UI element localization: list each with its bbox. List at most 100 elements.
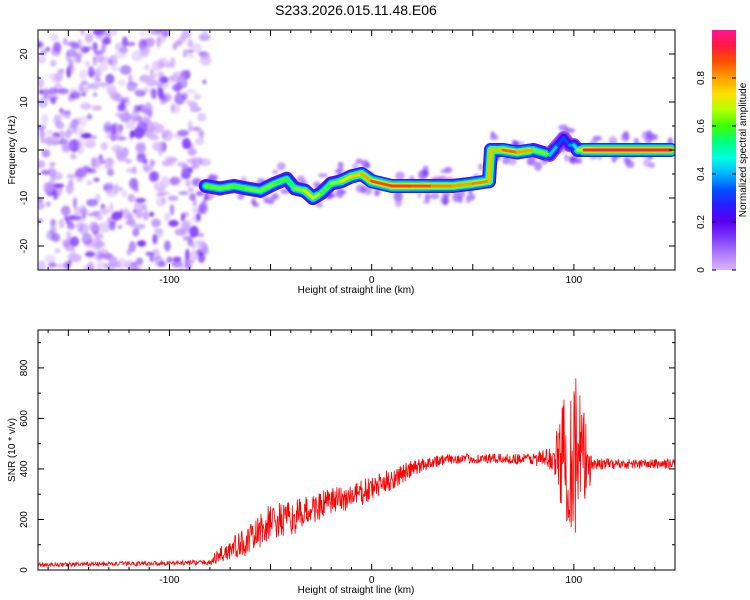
noise-blob [38, 197, 44, 204]
halo-blob [574, 157, 583, 163]
noise-blob [92, 55, 97, 67]
noise-blob [87, 212, 100, 217]
noise-blob [111, 144, 123, 153]
noise-blob [83, 265, 89, 270]
halo-blob [262, 195, 268, 202]
noise-blob [101, 43, 107, 53]
y-tick-label: 10 [19, 96, 30, 108]
noise-blob [38, 260, 46, 270]
noise-blob [38, 89, 44, 95]
spectrogram-y-label: Frequency (Hz) [7, 116, 18, 185]
noise-blob [159, 70, 164, 83]
noise-blob [96, 267, 102, 270]
halo-blob [337, 161, 344, 169]
noise-blob [134, 223, 146, 230]
halo-blob [623, 156, 631, 164]
colorbar-tick-label: 0.2 [696, 215, 707, 229]
halo-blob [534, 161, 543, 171]
noise-blob [117, 103, 122, 112]
noise-blob [84, 252, 95, 257]
halo-blob [205, 195, 214, 200]
noise-blob [41, 113, 49, 125]
noise-blob [38, 97, 49, 108]
noise-blob [76, 143, 85, 155]
noise-blob [155, 197, 167, 207]
noise-blob [97, 82, 109, 88]
noise-blob [175, 40, 183, 47]
ridge-segment [303, 189, 315, 200]
noise-blob [90, 135, 97, 140]
colorbar-gradient [712, 30, 736, 270]
noise-blob [94, 30, 106, 35]
noise-blob [78, 83, 84, 93]
noise-blob [191, 43, 202, 53]
noise-blob [81, 92, 87, 97]
ridge-segment [319, 182, 333, 195]
halo-blob [443, 197, 448, 206]
noise-blob [50, 97, 57, 105]
noise-blob [144, 64, 150, 71]
noise-blob [105, 182, 114, 186]
noise-blob [199, 204, 206, 213]
noise-blob [189, 225, 199, 238]
noise-blob [142, 107, 151, 115]
noise-blob [185, 179, 192, 187]
noise-blob [173, 177, 183, 183]
colorbar-tick-label: 0.8 [696, 71, 707, 85]
noise-blob [180, 168, 192, 180]
noise-blob [65, 183, 74, 195]
spectrogram-data [38, 30, 675, 270]
noise-blob [43, 182, 54, 194]
noise-blob [148, 123, 156, 133]
noise-blob [106, 168, 115, 177]
noise-blob [142, 210, 149, 221]
noise-blob [80, 30, 85, 36]
noise-blob [63, 110, 71, 115]
colorbar-label: Normalized spectral amplitude [738, 82, 749, 217]
noise-blob [66, 230, 72, 242]
halo-blob [622, 130, 630, 140]
ridge-segment [244, 186, 262, 193]
noise-blob [125, 263, 135, 270]
noise-blob [188, 187, 194, 193]
noise-blob [80, 102, 92, 111]
noise-blob [86, 199, 99, 207]
halo-blob [418, 170, 428, 180]
halo-blob [478, 163, 484, 171]
noise-blob [54, 123, 65, 128]
noise-blob [145, 79, 157, 87]
ridge-segment [273, 177, 289, 186]
noise-blob [98, 221, 111, 233]
noise-blob [151, 218, 161, 228]
snr-y-label: SNR (10 * v/v) [7, 418, 18, 482]
halo-blob [417, 193, 422, 199]
snr-frame [37, 329, 676, 571]
halo-blob [633, 137, 639, 144]
noise-blob [91, 105, 103, 111]
y-tick-label: 400 [19, 460, 30, 477]
noise-blob [161, 160, 172, 167]
noise-blob [67, 124, 77, 134]
noise-blob [187, 147, 197, 156]
noise-blob [90, 82, 99, 90]
ridge-segment [562, 136, 572, 147]
halo-blob [336, 167, 345, 172]
noise-blob [66, 221, 76, 230]
noise-blob [134, 201, 145, 212]
halo-blob [564, 154, 569, 162]
noise-blob [53, 191, 58, 201]
noise-blob [124, 120, 136, 130]
noise-blob [38, 77, 44, 89]
noise-blob [156, 186, 166, 193]
noise-blob [86, 180, 93, 186]
noise-blob [93, 50, 104, 56]
noise-blob [128, 177, 139, 190]
noise-blob [66, 173, 76, 179]
ridge-segment [258, 182, 277, 193]
noise-blob [127, 213, 134, 222]
noise-blob [54, 71, 64, 82]
noise-blob [52, 132, 60, 138]
noise-blob [57, 88, 69, 95]
noise-blob [189, 157, 202, 166]
noise-blob [150, 171, 160, 182]
